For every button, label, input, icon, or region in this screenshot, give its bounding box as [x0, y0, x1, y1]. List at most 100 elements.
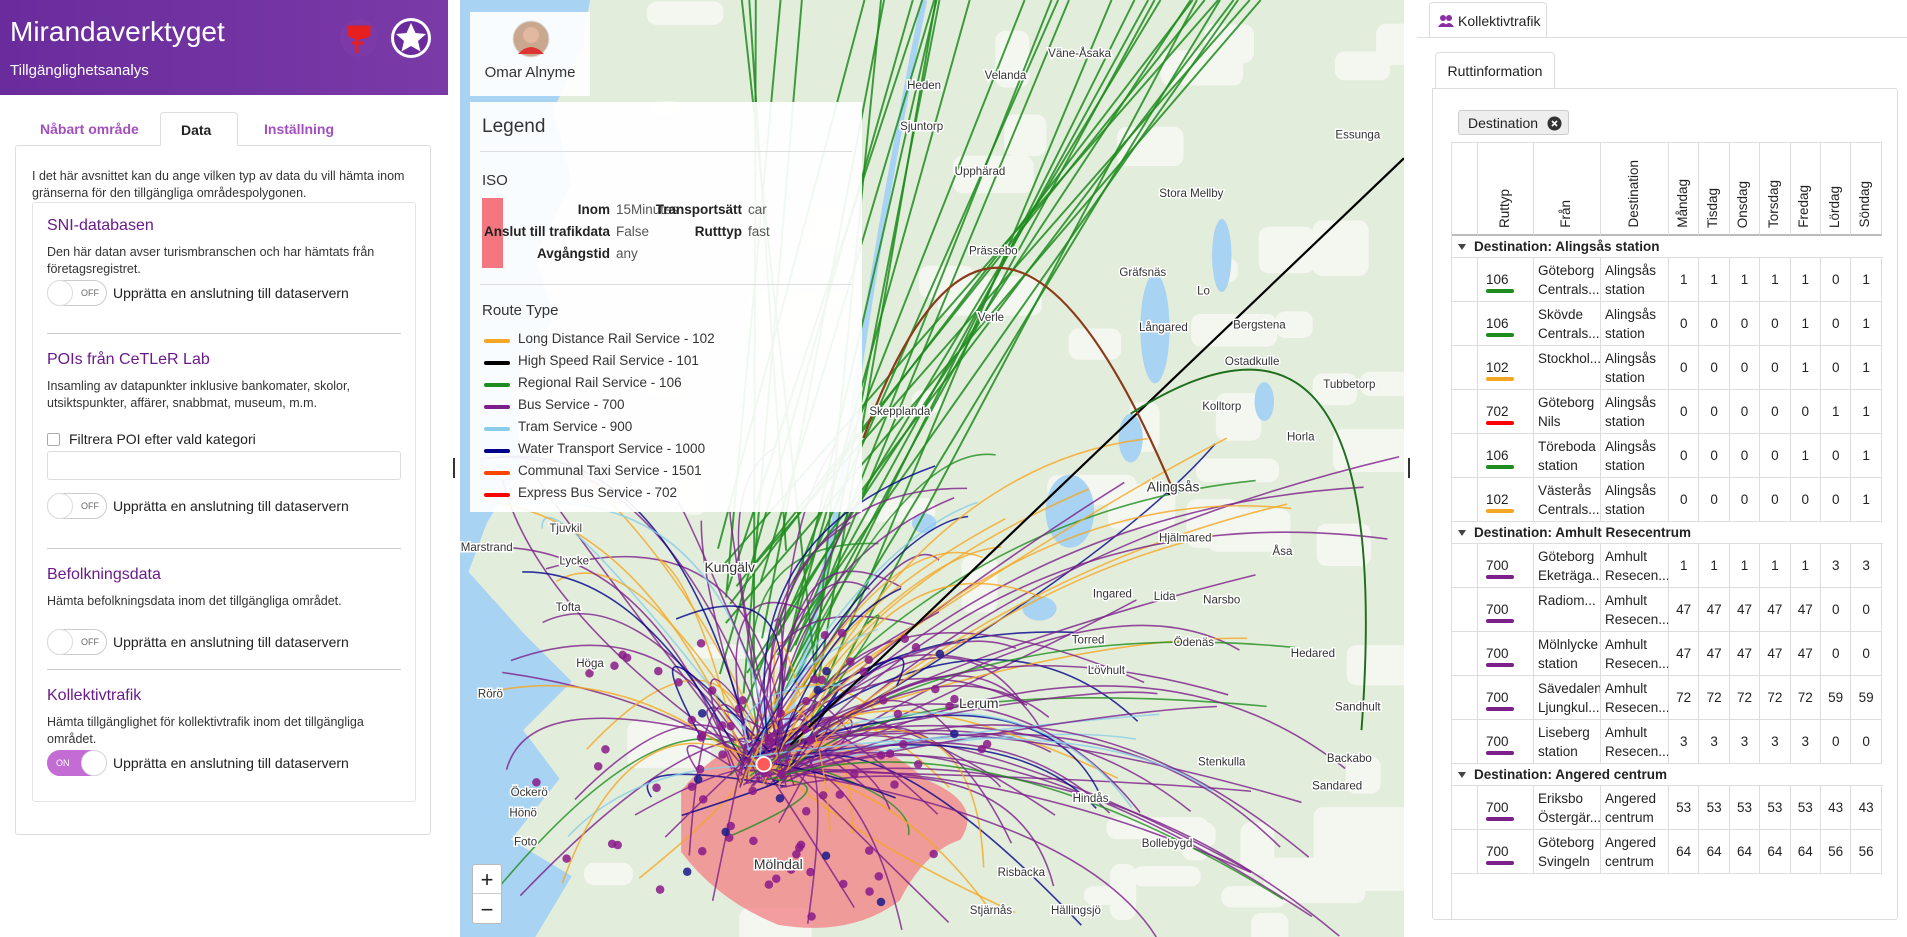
column-header[interactable]: Torsdag — [1760, 142, 1791, 236]
subtab[interactable]: Ruttinformation — [1435, 52, 1555, 89]
route-label: Water Transport Service - 1000 — [518, 441, 706, 456]
group-header[interactable]: Destination: Alingsås station — [1452, 236, 1883, 258]
toggle-state: ON — [56, 758, 70, 768]
day-count: 1 — [1821, 390, 1852, 434]
toggle[interactable]: OFF — [47, 493, 107, 519]
route-swatch — [484, 339, 510, 343]
open-land — [1240, 822, 1275, 875]
splitter-left[interactable] — [453, 458, 455, 478]
app-subtitle: Tillgänglighetsanalys — [10, 62, 149, 79]
day-count: 1 — [1790, 434, 1821, 478]
day-count: 47 — [1669, 632, 1700, 676]
day-count: 53 — [1790, 786, 1821, 830]
stop — [837, 628, 847, 638]
open-land — [1132, 866, 1201, 887]
route-color — [1486, 421, 1514, 425]
place-label: Åsa — [1273, 545, 1293, 558]
section-title: SNI-databasen — [47, 217, 154, 234]
stop — [929, 849, 938, 859]
column-header[interactable]: Fredag — [1790, 142, 1821, 236]
tab[interactable]: Nåbart område — [40, 121, 139, 137]
place-label: Ödenäs — [1174, 637, 1215, 649]
toggle[interactable]: OFF — [47, 629, 107, 655]
column-header[interactable]: Onsdag — [1729, 142, 1761, 236]
route-color — [1486, 333, 1514, 337]
open-land — [1251, 912, 1289, 937]
column-header[interactable]: Måndag — [1669, 142, 1700, 236]
column-header[interactable]: Tisdag — [1699, 142, 1730, 236]
tab[interactable]: Inställning — [264, 121, 334, 137]
column-header[interactable]: Lördag — [1821, 142, 1852, 236]
route-line — [793, 0, 1136, 682]
destination-cell: Alingsås station — [1601, 434, 1669, 478]
route-color — [1486, 377, 1514, 381]
lake — [1118, 413, 1143, 463]
stop — [1165, 485, 1176, 496]
place-label: Hindås — [1073, 793, 1109, 805]
day-count: 1 — [1851, 478, 1882, 522]
column-header[interactable]: Söndag — [1851, 142, 1882, 236]
route-line — [505, 717, 745, 770]
day-count: 72 — [1729, 676, 1761, 720]
route-line — [759, 628, 879, 778]
route-line — [785, 0, 1070, 682]
column-header[interactable]: Destination — [1601, 142, 1669, 236]
remove-x — [1551, 120, 1558, 127]
lake — [1254, 382, 1275, 422]
checkbox[interactable] — [47, 433, 60, 446]
route-label: Bus Service - 700 — [518, 397, 625, 412]
destination-cell: Amhult Resecen... — [1601, 676, 1669, 720]
user-box[interactable]: Omar Alnyme — [470, 12, 590, 96]
iso-title: ISO — [482, 172, 508, 189]
filter-input[interactable] — [47, 451, 401, 480]
iso-field-label: Inom — [577, 202, 610, 217]
route-type: 102 — [1486, 360, 1509, 375]
splitter-right[interactable] — [1408, 458, 1410, 478]
row-spacer — [1452, 258, 1478, 302]
route-line — [739, 515, 969, 768]
stop — [734, 704, 744, 714]
route-swatch — [484, 361, 510, 365]
stop — [772, 874, 781, 884]
stop — [890, 780, 899, 789]
group-header[interactable]: Destination: Amhult Resecentrum — [1452, 522, 1883, 544]
day-count: 0 — [1821, 632, 1852, 676]
route-title: Route Type — [482, 302, 559, 319]
toggle[interactable]: ON — [47, 750, 107, 776]
group-header[interactable]: Destination: Angered centrum — [1452, 764, 1883, 786]
column-header[interactable]: Från — [1534, 142, 1601, 236]
route-swatch — [484, 449, 510, 453]
stop — [698, 847, 707, 856]
open-land — [1004, 114, 1047, 156]
route-type: 702 — [1486, 404, 1509, 419]
route-swatch — [484, 493, 510, 497]
icon-head — [1446, 15, 1452, 21]
day-count: 0 — [1790, 390, 1821, 434]
day-count: 3 — [1851, 544, 1882, 588]
route-cell: 700 — [1478, 544, 1534, 588]
iso-field-label: Rutttyp — [694, 224, 742, 239]
tab[interactable]: Data — [160, 112, 238, 146]
avatar-face — [523, 27, 539, 43]
route-type: 700 — [1486, 602, 1509, 617]
kollektiv-tab[interactable]: Kollektivtrafik — [1429, 2, 1547, 38]
toggle[interactable]: OFF — [47, 280, 107, 306]
from-cell: Töreboda station — [1534, 434, 1601, 478]
stop — [593, 762, 603, 771]
users-icon — [1438, 15, 1454, 27]
column-header[interactable]: Ruttyp — [1478, 142, 1534, 236]
chip-remove[interactable] — [1547, 116, 1562, 131]
destination-cell: Alingsås station — [1601, 478, 1669, 522]
place-label: Hönö — [509, 808, 537, 820]
day-count: 47 — [1699, 588, 1730, 632]
zoom-out[interactable]: − — [480, 897, 494, 922]
group-chip[interactable]: Destination — [1458, 110, 1569, 135]
stop — [652, 783, 661, 793]
row-spacer — [1452, 478, 1478, 522]
zoom-in[interactable]: + — [473, 865, 501, 894]
place-label: Hjälmared — [1159, 533, 1212, 545]
destination-cell: Alingsås station — [1601, 258, 1669, 302]
day-count: 64 — [1729, 830, 1761, 874]
route-line — [476, 684, 748, 765]
day-count: 47 — [1790, 632, 1821, 676]
